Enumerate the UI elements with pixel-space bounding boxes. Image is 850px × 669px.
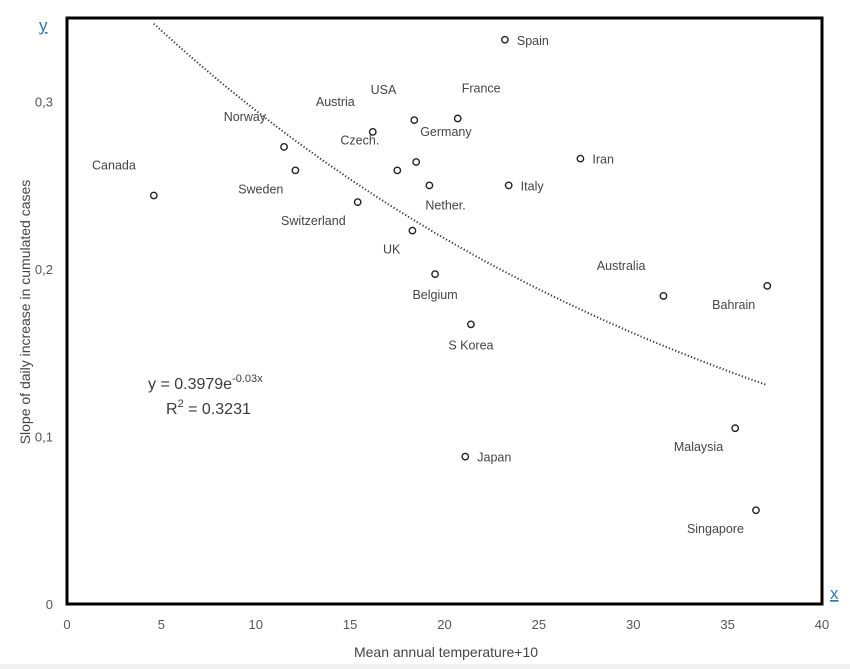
data-point xyxy=(504,181,513,190)
data-point xyxy=(412,158,421,166)
x-tick-label: 20 xyxy=(437,617,451,632)
point-label: Bahrain xyxy=(712,298,755,312)
x-tick-label: 25 xyxy=(532,617,546,632)
data-point xyxy=(467,320,475,329)
x-tick-label: 10 xyxy=(249,617,263,632)
point-label: Spain xyxy=(517,34,549,48)
data-point xyxy=(410,116,419,125)
x-tick-label: 35 xyxy=(720,617,734,632)
point-label: Nether. xyxy=(425,198,465,212)
y-tick-label: 0,1 xyxy=(35,430,53,445)
plot-frame xyxy=(65,16,824,606)
data-point xyxy=(280,143,288,151)
x-tick-label: 0 xyxy=(63,617,70,632)
data-point xyxy=(763,281,772,290)
data-point xyxy=(408,226,417,235)
data-point xyxy=(659,292,668,300)
point-label: Australia xyxy=(597,259,646,273)
points-layer xyxy=(149,35,772,515)
x-tick-label: 15 xyxy=(343,617,357,632)
point-label: Belgium xyxy=(412,288,457,302)
point-label: Malaysia xyxy=(674,440,723,454)
point-label: Sweden xyxy=(238,182,283,196)
trend-equation: y = 0.3979e-0.03x xyxy=(148,373,263,393)
point-label: Japan xyxy=(477,451,511,465)
point-label: Iran xyxy=(592,153,614,167)
point-label: Canada xyxy=(92,158,136,172)
point-label: Italy xyxy=(521,179,545,193)
point-label: S Korea xyxy=(448,338,493,352)
data-point xyxy=(453,114,462,123)
data-point xyxy=(731,424,740,433)
y-tick-label: 0,3 xyxy=(35,95,53,110)
y-axis-letter: y xyxy=(39,16,48,35)
r-squared: R2 = 0.3231 xyxy=(166,398,251,418)
point-label: France xyxy=(462,81,501,95)
data-point xyxy=(149,191,158,200)
data-point xyxy=(393,166,402,175)
point-label: UK xyxy=(383,243,401,257)
x-tick-label: 5 xyxy=(158,617,165,632)
data-point xyxy=(576,154,585,163)
equation-layer: y = 0.3979e-0.03x R2 = 0.3231 xyxy=(148,373,263,418)
data-point xyxy=(431,270,439,279)
x-tick-label: 40 xyxy=(815,617,829,632)
x-axis-title: Mean annual temperature+10 xyxy=(354,644,538,660)
data-point xyxy=(752,506,760,515)
point-label: Austria xyxy=(316,95,355,109)
data-point xyxy=(353,198,362,207)
y-axis-title: Slope of daily increase in cumulated cas… xyxy=(17,180,33,445)
point-label: Czech. xyxy=(340,133,379,147)
data-point xyxy=(291,166,300,175)
point-label: USA xyxy=(371,83,397,97)
labels-layer: Spain USA France Austria Norway Canada Sweden C… xyxy=(92,34,755,536)
x-axis-letter: x xyxy=(830,584,839,603)
y-tick-label: 0 xyxy=(46,597,53,612)
point-label: Singapore xyxy=(687,522,744,536)
point-label: Norway xyxy=(224,110,267,124)
data-point xyxy=(368,127,377,136)
y-tick-label: 0,2 xyxy=(35,262,53,277)
data-point xyxy=(500,35,509,44)
point-label: Germany xyxy=(420,125,472,139)
axes-layer: 0 5 10 15 20 25 30 35 40 0 0,1 0,2 0,3 xyxy=(35,16,829,632)
x-tick-label: 30 xyxy=(626,617,640,632)
point-label: Switzerland xyxy=(281,214,346,228)
data-point xyxy=(425,181,434,190)
data-point xyxy=(461,452,470,461)
